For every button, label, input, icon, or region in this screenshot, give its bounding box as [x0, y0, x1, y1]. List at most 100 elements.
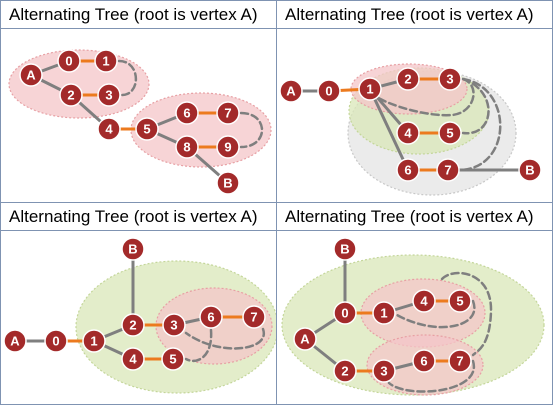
vertex-6: 6 [199, 305, 223, 329]
panel-title: Alternating Tree (root is vertex A) [1, 203, 276, 231]
vertex-1: 1 [372, 301, 396, 325]
vertex-label: 0 [52, 334, 59, 349]
vertex-label: 1 [90, 334, 97, 349]
panel-top-left: Alternating Tree (root is vertex A) A 0 1 2… [0, 0, 277, 203]
vertex-label: 6 [404, 163, 411, 178]
vertex-label: 5 [143, 122, 150, 137]
vertex-circle [436, 158, 460, 182]
vertex-label: 7 [456, 354, 463, 369]
vertex-label: 8 [183, 140, 190, 155]
vertex-4: 4 [121, 347, 145, 371]
odd-cycle-path [184, 327, 265, 350]
odd-cycle-path [239, 111, 264, 149]
vertex-4: 4 [97, 117, 121, 141]
vertex-0: 0 [44, 329, 68, 353]
vertex-circle [135, 117, 159, 141]
vertex-circle [121, 313, 145, 337]
vertex-circle [396, 121, 420, 145]
vertex-label: 9 [224, 140, 231, 155]
vertex-7: 7 [436, 158, 460, 182]
vertex-circle [372, 301, 396, 325]
vertex-6: 6 [396, 158, 420, 182]
vertex-circle [82, 329, 106, 353]
odd-cycle-path [387, 359, 476, 393]
vertex-6: 6 [175, 101, 199, 125]
vertex-label: 3 [446, 72, 453, 87]
vertex-label: 4 [129, 352, 137, 367]
vertex-circle [216, 171, 240, 195]
vertex-7: 7 [242, 305, 266, 329]
vertex-circle [438, 67, 462, 91]
vertex-circle [448, 289, 472, 313]
vertex-3: 3 [372, 359, 396, 383]
panel-title: Alternating Tree (root is vertex A) [1, 1, 276, 29]
vertex-a: A [19, 63, 43, 87]
vertex-b: B [121, 237, 145, 261]
vertex-label: 5 [169, 352, 176, 367]
odd-cycle-path [395, 299, 476, 329]
vertex-circle [216, 101, 240, 125]
vertex-label: 0 [65, 54, 72, 69]
vertex-label: 1 [380, 306, 387, 321]
vertex-label: 3 [380, 364, 387, 379]
vertex-circle [94, 49, 118, 73]
vertex-label: 7 [444, 163, 451, 178]
vertex-circle [317, 79, 341, 103]
vertex-1: 1 [82, 329, 106, 353]
vertex-label: 2 [67, 88, 74, 103]
panel-bottom-left: Alternating Tree (root is vertex A) A 0 1 2… [0, 202, 277, 405]
vertex-label: 7 [250, 310, 257, 325]
vertex-9: 9 [216, 135, 240, 159]
odd-cycle-path [117, 59, 138, 97]
vertex-circle [161, 347, 185, 371]
vertex-label: 7 [224, 106, 231, 121]
vertex-b: B [518, 158, 542, 182]
vertex-label: 4 [420, 294, 428, 309]
vertex-label: 2 [404, 72, 411, 87]
vertex-label: 1 [102, 54, 109, 69]
vertex-7: 7 [216, 101, 240, 125]
vertex-label: 6 [207, 310, 214, 325]
vertex-label: 0 [325, 84, 332, 99]
vertex-0: 0 [317, 79, 341, 103]
vertex-label: 4 [105, 122, 113, 137]
vertex-5: 5 [135, 117, 159, 141]
vertex-3: 3 [438, 67, 462, 91]
vertex-5: 5 [161, 347, 185, 371]
vertex-8: 8 [175, 135, 199, 159]
vertex-label: A [300, 332, 310, 347]
vertex-circle [162, 313, 186, 337]
vertex-circle [396, 67, 420, 91]
vertex-circle [97, 83, 121, 107]
tree-edge [368, 87, 410, 172]
odd-cycle-path [375, 77, 475, 117]
vertex-label: 1 [366, 82, 373, 97]
vertex-label: B [223, 176, 232, 191]
vertex-circle [279, 79, 303, 103]
vertex-label: 0 [341, 306, 348, 321]
vertex-circle [358, 77, 382, 101]
vertex-a: A [279, 79, 303, 103]
vertex-7: 7 [448, 349, 472, 373]
odd-cycle-path [440, 271, 493, 357]
vertex-1: 1 [358, 77, 382, 101]
panel-title: Alternating Tree (root is vertex A) [277, 1, 552, 29]
vertex-1: 1 [94, 49, 118, 73]
vertex-label: B [128, 242, 137, 257]
vertex-circle [121, 237, 145, 261]
vertex-6: 6 [412, 349, 436, 373]
odd-cycle-path [461, 77, 490, 135]
panel-bottom-right: Alternating Tree (root is vertex A) A B 0 1… [276, 202, 553, 405]
vertex-circle [175, 101, 199, 125]
vertex-circle [396, 158, 420, 182]
vertex-label: B [340, 242, 349, 257]
vertex-label: 2 [341, 364, 348, 379]
vertex-circle [59, 83, 83, 107]
vertex-circle [57, 49, 81, 73]
vertex-2: 2 [121, 313, 145, 337]
vertex-2: 2 [333, 359, 357, 383]
vertex-label: 5 [446, 126, 453, 141]
vertex-label: 2 [129, 318, 136, 333]
panel-title: Alternating Tree (root is vertex A) [277, 203, 552, 231]
vertex-circle [412, 349, 436, 373]
